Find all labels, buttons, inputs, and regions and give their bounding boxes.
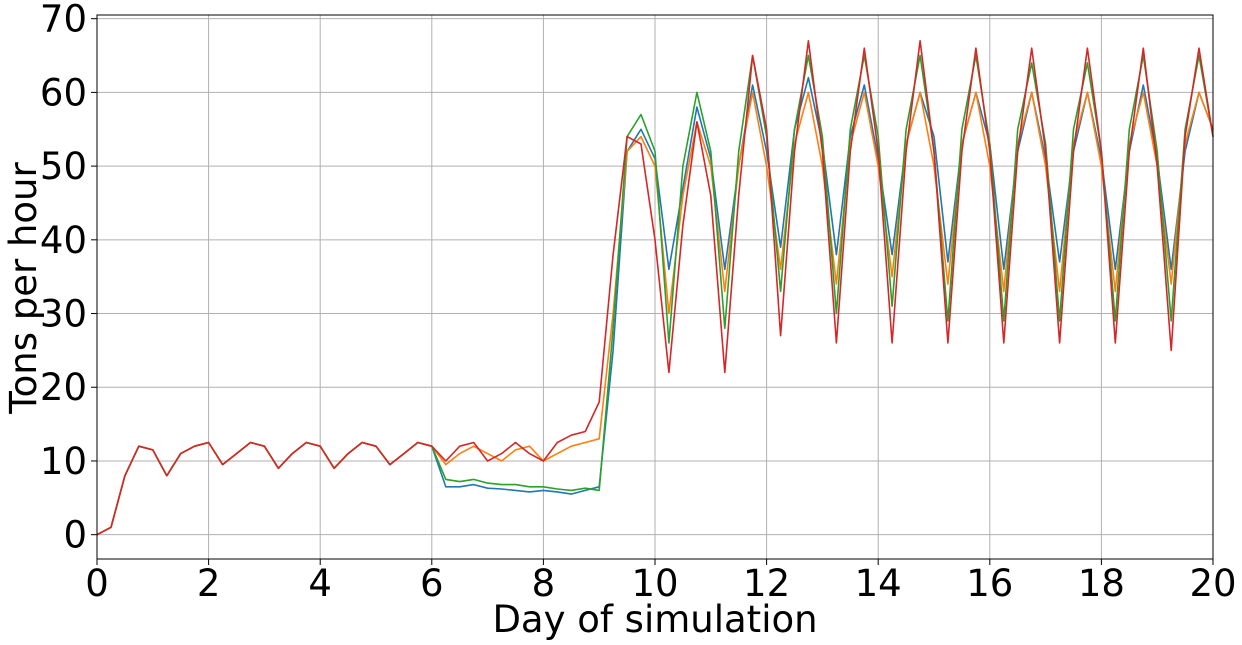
x-tick-label: 2 [197,562,221,605]
x-tick-label: 14 [855,562,902,605]
y-tick-label: 20 [40,366,87,409]
x-tick-label: 8 [532,562,556,605]
y-tick-label: 40 [40,219,87,262]
x-tick-label: 4 [308,562,332,605]
x-tick-label: 12 [743,562,790,605]
x-axis-label: Day of simulation [492,598,817,641]
series-line-4 [96,39,1214,536]
y-tick-label: 50 [40,145,87,188]
y-tick-label: 60 [40,71,87,114]
x-tick-label: 18 [1078,562,1125,605]
x-tick-label: 0 [85,562,109,605]
x-tick-label: 16 [966,562,1013,605]
x-tick-label: 20 [1189,562,1236,605]
x-tick-label: 10 [631,562,678,605]
x-tick-labels: 0 2 4 6 8 10 12 14 16 18 20 [85,559,1237,605]
grid-lines [96,15,1214,559]
y-axis-label: Tons per hour [2,162,45,415]
y-tick-label: 70 [40,0,87,41]
y-tick-label: 30 [40,293,87,336]
y-tick-label: 10 [40,440,87,483]
y-tick-label: 0 [63,514,87,557]
series-lines [96,39,1214,536]
y-tick-labels: 0 10 20 30 40 50 60 70 [40,0,97,557]
x-tick-label: 6 [420,562,444,605]
